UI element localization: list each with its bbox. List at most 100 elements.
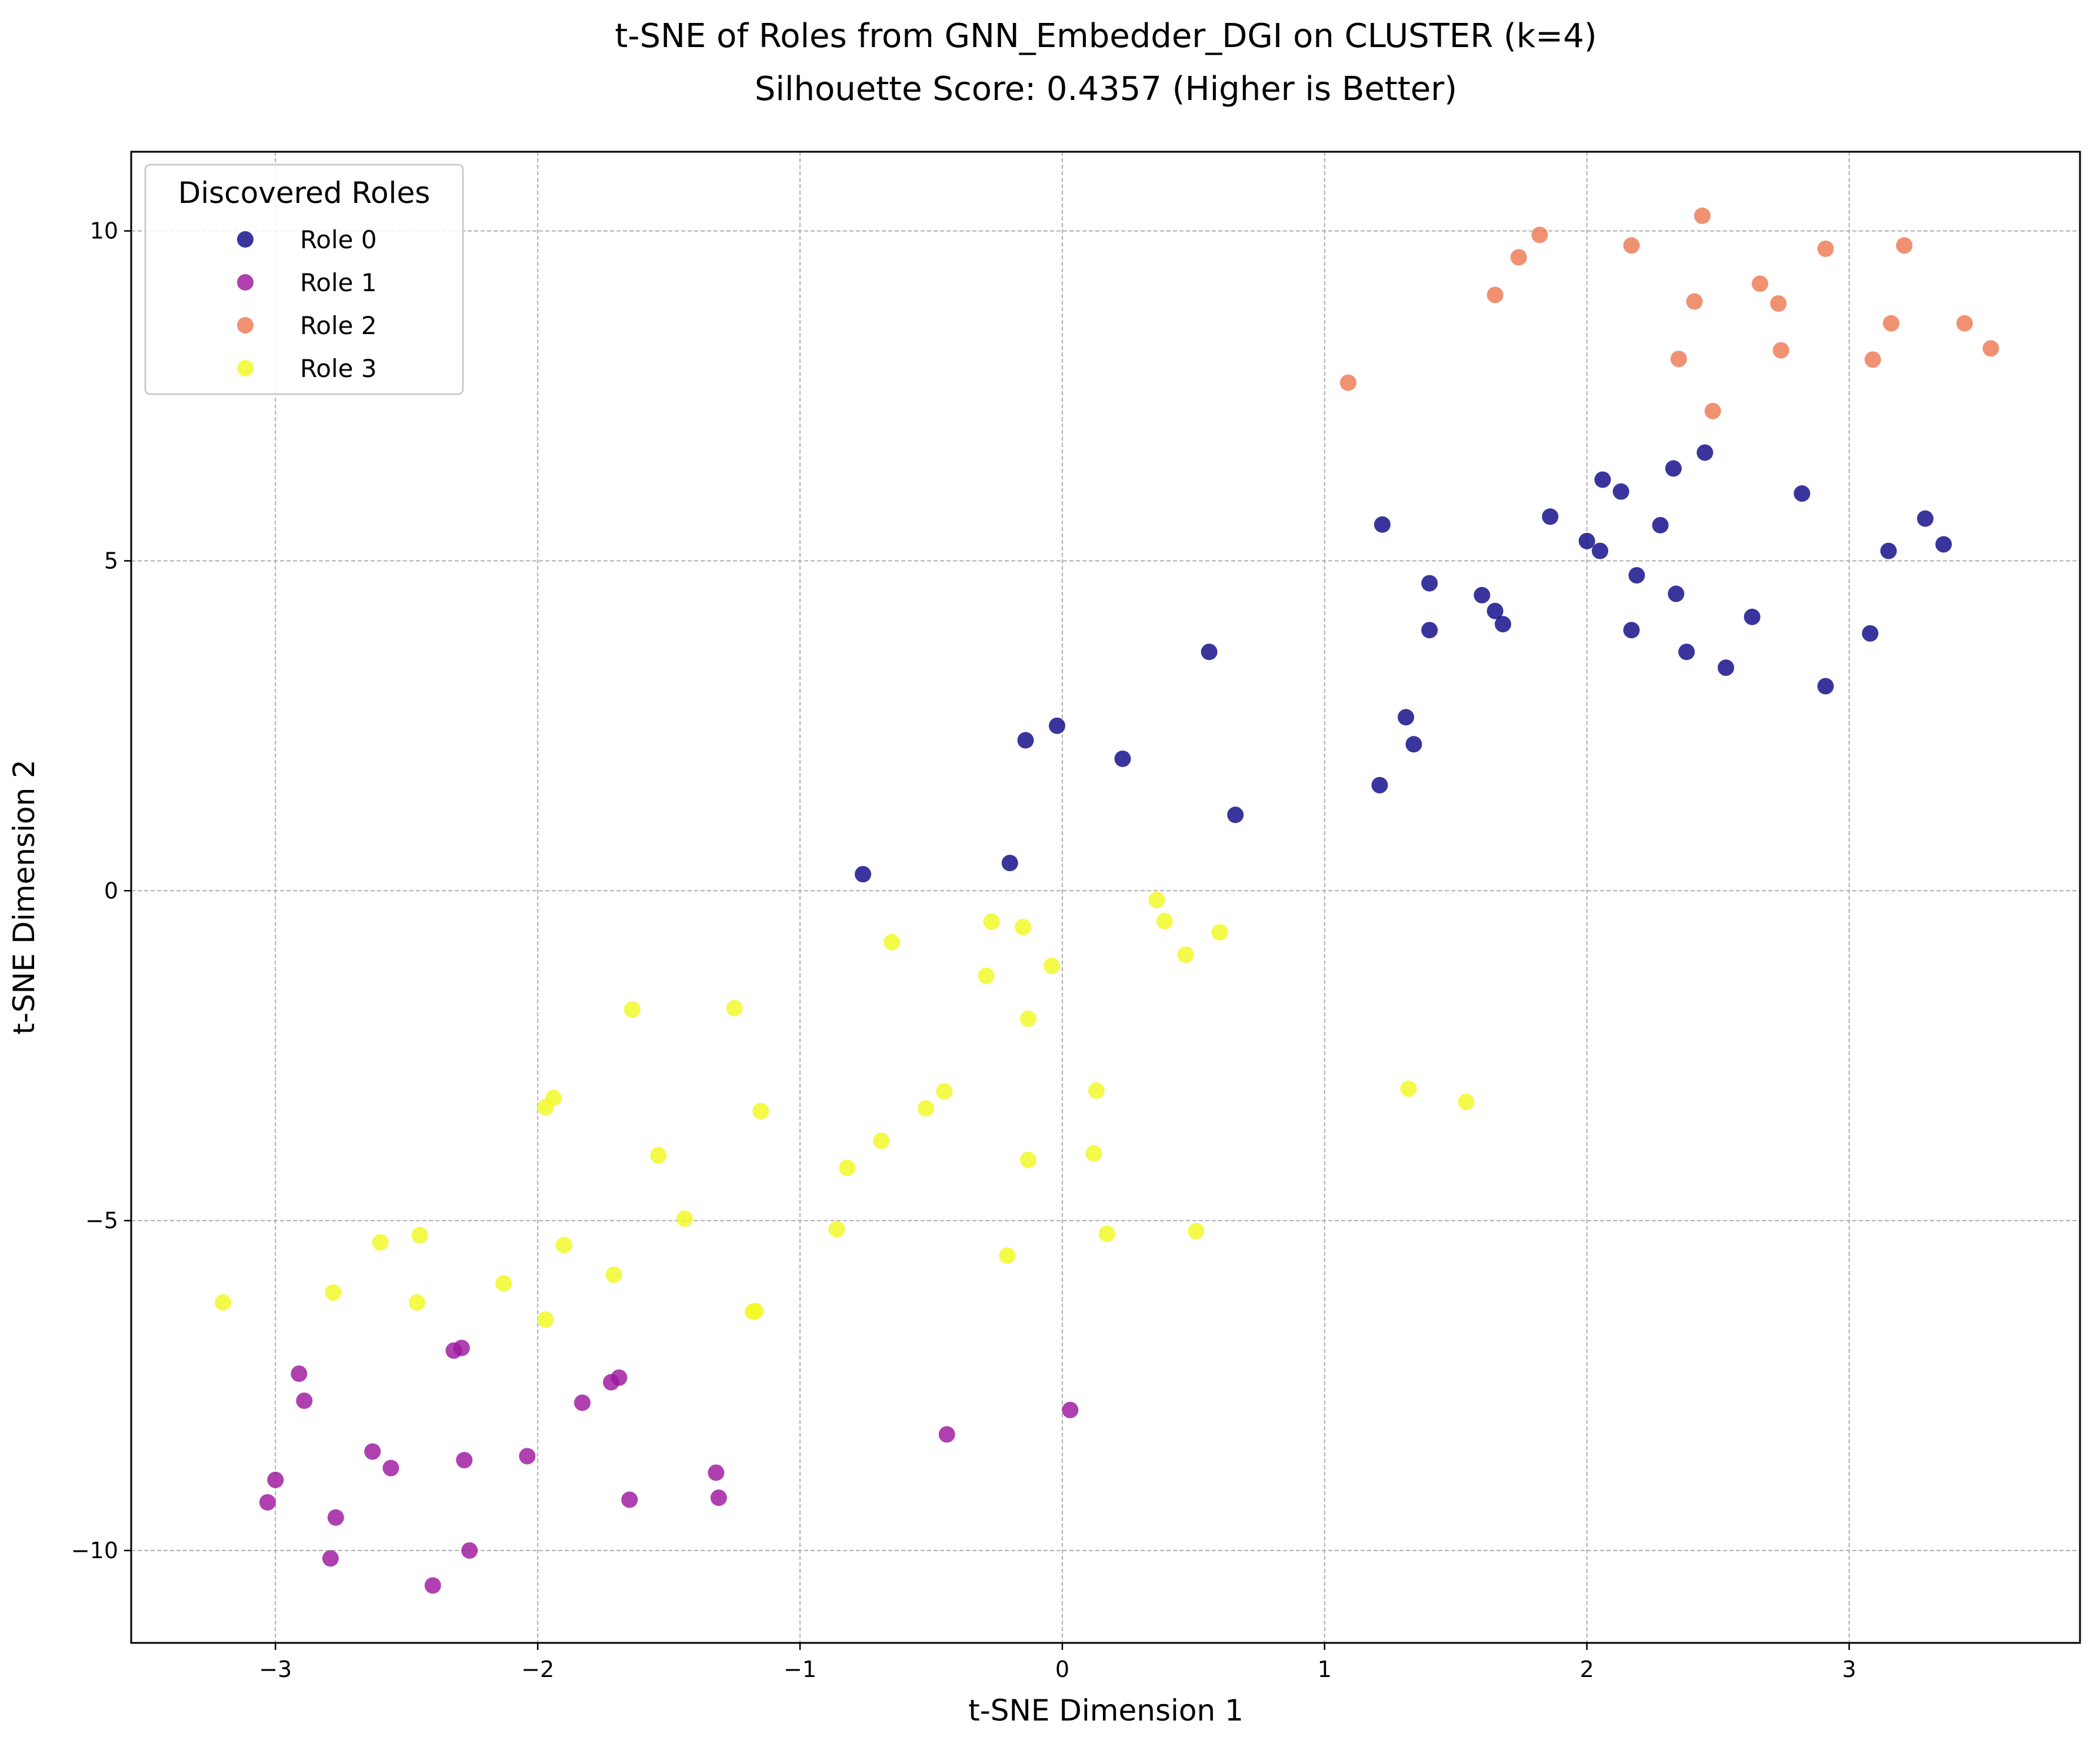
data-point bbox=[1188, 1223, 1205, 1240]
data-point bbox=[1374, 516, 1391, 533]
y-axis-label: t-SNE Dimension 2 bbox=[7, 759, 41, 1035]
legend-title: Discovered Roles bbox=[178, 176, 431, 210]
chart-subtitle: Silhouette Score: 0.4357 (Higher is Bett… bbox=[755, 70, 1457, 108]
data-point bbox=[1744, 608, 1761, 625]
x-axis-label: t-SNE Dimension 1 bbox=[968, 1693, 1244, 1728]
legend-marker bbox=[237, 274, 254, 291]
data-point bbox=[1542, 508, 1559, 525]
data-point bbox=[1114, 750, 1131, 767]
data-point bbox=[1421, 622, 1438, 639]
data-point bbox=[322, 1550, 339, 1567]
legend-label: Role 3 bbox=[300, 354, 377, 383]
legend-marker bbox=[237, 360, 254, 376]
data-point bbox=[1400, 1080, 1417, 1097]
data-point bbox=[839, 1159, 856, 1176]
data-point bbox=[1665, 460, 1682, 477]
data-point bbox=[372, 1234, 389, 1251]
data-point bbox=[1201, 644, 1218, 661]
data-point bbox=[1956, 315, 1973, 332]
data-point bbox=[327, 1509, 344, 1526]
legend-marker bbox=[237, 231, 254, 248]
data-point bbox=[1592, 542, 1609, 559]
data-point bbox=[461, 1542, 478, 1559]
data-point bbox=[1017, 732, 1034, 749]
legend-label: Role 2 bbox=[300, 311, 377, 340]
data-point bbox=[1718, 659, 1735, 676]
y-tick-label: 5 bbox=[104, 548, 118, 574]
data-point bbox=[1652, 516, 1669, 534]
data-point bbox=[325, 1284, 342, 1301]
data-point bbox=[624, 1001, 641, 1018]
data-point bbox=[1044, 958, 1061, 975]
data-point bbox=[215, 1294, 232, 1311]
legend-marker bbox=[237, 317, 254, 334]
x-tick-label: 2 bbox=[1580, 1656, 1594, 1682]
y-tick-label: 10 bbox=[90, 218, 118, 244]
data-point bbox=[1982, 340, 1999, 357]
data-point bbox=[1474, 586, 1491, 604]
legend-label: Role 1 bbox=[300, 268, 377, 297]
series-role-2 bbox=[1339, 207, 1999, 419]
data-point bbox=[453, 1339, 470, 1356]
plot-area-frame bbox=[130, 151, 2081, 1644]
data-point bbox=[1686, 293, 1703, 310]
data-point bbox=[1864, 351, 1881, 368]
data-point bbox=[650, 1147, 667, 1164]
data-point bbox=[1156, 912, 1173, 929]
data-point bbox=[1019, 1151, 1036, 1168]
data-point bbox=[918, 1100, 935, 1117]
data-point bbox=[1495, 616, 1512, 633]
x-tick-label: −3 bbox=[259, 1656, 292, 1682]
data-point bbox=[676, 1210, 693, 1227]
data-point bbox=[1339, 374, 1356, 391]
y-tick-label: −5 bbox=[85, 1208, 118, 1233]
data-point bbox=[828, 1221, 845, 1238]
series-role-3 bbox=[215, 891, 1475, 1328]
data-point bbox=[1015, 918, 1032, 935]
data-point bbox=[1211, 923, 1228, 941]
data-point bbox=[1752, 275, 1769, 292]
x-tick-label: −2 bbox=[521, 1656, 554, 1682]
data-point bbox=[1510, 249, 1527, 266]
legend-box bbox=[144, 164, 464, 395]
series-role-0 bbox=[855, 444, 1952, 883]
data-point bbox=[978, 967, 995, 984]
data-point bbox=[1227, 806, 1244, 824]
data-point bbox=[1398, 709, 1415, 726]
data-point bbox=[1670, 351, 1687, 368]
legend: Discovered Roles Role 0 Role 1 Role 2 Role … bbox=[144, 164, 464, 395]
x-tick-label: 0 bbox=[1055, 1656, 1069, 1682]
data-point bbox=[1001, 855, 1018, 872]
data-point bbox=[1486, 602, 1504, 619]
data-point bbox=[1623, 622, 1640, 639]
x-tick-label: −1 bbox=[784, 1656, 816, 1682]
data-point bbox=[519, 1448, 536, 1465]
data-point bbox=[1935, 536, 1952, 553]
data-point bbox=[710, 1489, 727, 1506]
data-point bbox=[574, 1394, 591, 1411]
data-point bbox=[1578, 532, 1595, 549]
data-point bbox=[1623, 237, 1640, 254]
data-point bbox=[1880, 542, 1897, 559]
series-role-1 bbox=[259, 1339, 1079, 1594]
data-point bbox=[1704, 402, 1721, 419]
data-point bbox=[1817, 678, 1834, 695]
data-point bbox=[752, 1102, 769, 1119]
data-point bbox=[1486, 286, 1504, 304]
data-point bbox=[1772, 342, 1789, 359]
data-point bbox=[1916, 510, 1934, 527]
data-point bbox=[1062, 1402, 1079, 1419]
data-point bbox=[611, 1369, 628, 1386]
data-point bbox=[855, 866, 872, 883]
data-point bbox=[1694, 207, 1711, 224]
data-point bbox=[1177, 946, 1194, 963]
data-point bbox=[873, 1132, 890, 1149]
data-point bbox=[1049, 717, 1066, 734]
data-point bbox=[456, 1452, 473, 1469]
data-point bbox=[726, 999, 743, 1016]
data-point bbox=[936, 1083, 953, 1100]
data-point bbox=[1678, 644, 1695, 661]
data-point bbox=[495, 1275, 512, 1292]
data-point bbox=[621, 1491, 638, 1508]
data-point bbox=[1896, 237, 1913, 254]
